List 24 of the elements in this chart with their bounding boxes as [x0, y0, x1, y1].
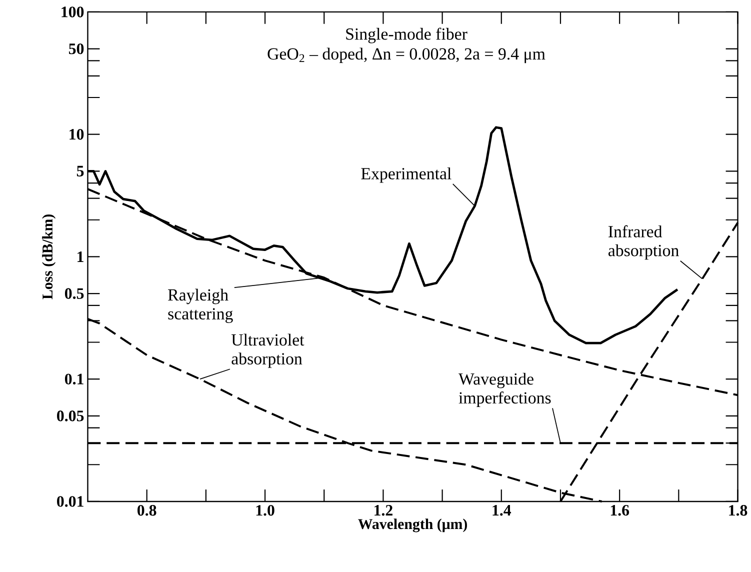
- x-tick-label: 1.2: [374, 504, 392, 516]
- y-tick-label: 0.01: [57, 496, 84, 507]
- text: Waveguide imperfections: [458, 372, 551, 407]
- y-tick-label: 1: [78, 251, 84, 262]
- x-axis-title: Wavelength (μm): [358, 518, 467, 532]
- series-label: Experimental: [361, 167, 452, 183]
- y-tick-label: 0.1: [64, 374, 84, 384]
- y-axis-title: Loss (dB/km): [42, 214, 56, 300]
- text: Rayleigh scattering: [168, 288, 233, 323]
- x-tick-label: 1.6: [610, 504, 630, 516]
- x-tick-label: 0.8: [138, 504, 156, 516]
- x-tick-label: 1.4: [492, 504, 512, 516]
- y-tick-label: 5: [76, 166, 84, 176]
- y-tick-label: 50: [68, 43, 84, 54]
- x-tick-label: 1.0: [256, 504, 274, 516]
- text: Single-mode fiber: [346, 28, 468, 44]
- series-label: Infrared absorption: [608, 225, 679, 260]
- y-tick-label: 100: [62, 6, 84, 18]
- y-tick-label: 0.5: [64, 288, 84, 299]
- x-tick-label: 1.8: [729, 504, 748, 516]
- text: GeO$_{2}$ – doped, Δn = 0.0028, 2a = 9.4 μm: [268, 48, 546, 63]
- y-tick-label: 0.05: [57, 410, 84, 422]
- y-tick-label: 10: [70, 128, 84, 140]
- series-label: Ultraviolet absorption: [231, 334, 304, 368]
